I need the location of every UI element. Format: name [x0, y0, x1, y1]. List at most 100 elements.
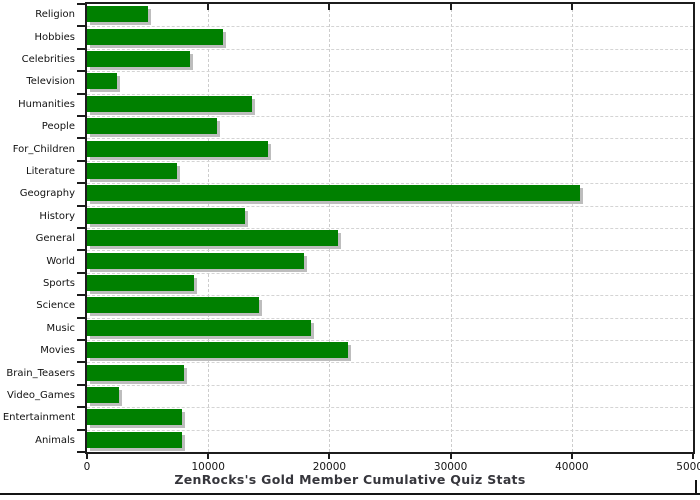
hgrid-line [87, 317, 693, 319]
bar-brain_teasers [87, 364, 184, 381]
category-label: Celebrities [21, 54, 75, 65]
x-tick [570, 452, 573, 459]
bar-geography [87, 185, 581, 202]
chart-title: ZenRocks's Gold Member Cumulative Quiz S… [174, 472, 526, 487]
bar-television [87, 73, 118, 90]
x-tick-label: 20000 [312, 461, 347, 473]
category-label: History [39, 210, 75, 222]
category-label: For_Children [12, 143, 75, 155]
hgrid-line [87, 138, 693, 140]
bar-science [87, 297, 260, 314]
y-tick [77, 159, 85, 162]
bar-music [87, 319, 312, 336]
category-label: Literature [26, 166, 75, 177]
category-label: Sports [42, 278, 75, 289]
plot-area [85, 2, 695, 454]
hgrid-line [87, 228, 693, 229]
y-tick [77, 249, 85, 252]
y-tick [77, 3, 85, 5]
hgrid-line [87, 384, 693, 386]
category-label: Geography [19, 188, 75, 200]
x-tick [86, 452, 88, 459]
hgrid-line [87, 407, 693, 409]
hgrid-line [87, 295, 693, 297]
category-label: Hobbies [34, 31, 75, 43]
hgrid-line [87, 26, 693, 28]
y-tick [77, 137, 85, 140]
x-tick-label: 50000 [676, 461, 700, 473]
x-tick [207, 452, 210, 459]
y-tick [77, 361, 85, 364]
bar-celebrities [87, 51, 191, 67]
y-tick [77, 271, 85, 274]
x-tick [449, 452, 452, 459]
bar-world [87, 252, 304, 269]
y-tick [77, 204, 85, 207]
bottom-rule [0, 493, 700, 495]
y-tick [77, 182, 85, 185]
category-label: Humanities [18, 98, 75, 110]
bar-literature [87, 163, 177, 179]
bar-animals [87, 431, 182, 448]
bar-general [87, 230, 338, 247]
hgrid-line [87, 340, 693, 341]
y-tick [77, 70, 85, 73]
hgrid-line [87, 362, 693, 364]
y-tick [77, 115, 85, 117]
x-tick-top [449, 4, 452, 10]
category-label: General [35, 233, 75, 245]
hgrid-line [87, 160, 693, 162]
bar-sports [87, 275, 194, 291]
x-tick-top [570, 4, 573, 10]
category-label: People [41, 121, 75, 133]
bar-for_children [87, 140, 268, 157]
bar-history [87, 207, 245, 224]
hgrid-line [87, 272, 693, 274]
y-tick [77, 47, 85, 50]
category-label: Religion [35, 9, 75, 21]
x-tick [692, 452, 694, 459]
y-tick [77, 406, 85, 409]
hgrid-line [87, 71, 693, 73]
category-label: World [46, 255, 75, 267]
category-label: Animals [35, 434, 75, 446]
y-tick [77, 339, 85, 341]
y-tick [77, 92, 85, 95]
bar-entertainment [87, 409, 182, 426]
bottom-rule-stub [695, 480, 697, 495]
y-tick [77, 316, 85, 319]
category-label: Television [26, 76, 75, 88]
bar-movies [87, 342, 348, 359]
bar-hobbies [87, 28, 223, 45]
hgrid-line [87, 205, 693, 207]
y-tick [77, 451, 85, 453]
x-tick-label: 10000 [191, 461, 225, 473]
category-label: Science [36, 300, 75, 312]
category-label: Brain_Teasers [6, 367, 75, 379]
hgrid-line [87, 429, 693, 431]
hgrid-line [87, 250, 693, 252]
y-tick [77, 25, 85, 28]
category-label: Entertainment [2, 412, 75, 424]
bar-video_games [87, 387, 119, 403]
x-tick-label: 0 [83, 461, 91, 473]
y-tick [77, 428, 85, 431]
hgrid-line [87, 183, 693, 185]
bar-religion [87, 6, 148, 23]
category-label: Video_Games [7, 390, 75, 401]
hgrid-line [87, 116, 693, 117]
category-label: Music [46, 322, 75, 334]
y-tick [77, 383, 85, 386]
x-tick-label: 30000 [433, 461, 468, 473]
x-tick-top [328, 4, 331, 10]
bar-people [87, 118, 217, 135]
y-tick [77, 227, 85, 229]
category-label: Movies [40, 345, 75, 357]
bar-humanities [87, 95, 252, 112]
x-tick-label: 40000 [555, 461, 589, 473]
hgrid-line [87, 48, 693, 50]
y-tick [77, 294, 85, 297]
hgrid-line [87, 93, 693, 95]
x-tick-top [207, 4, 210, 10]
